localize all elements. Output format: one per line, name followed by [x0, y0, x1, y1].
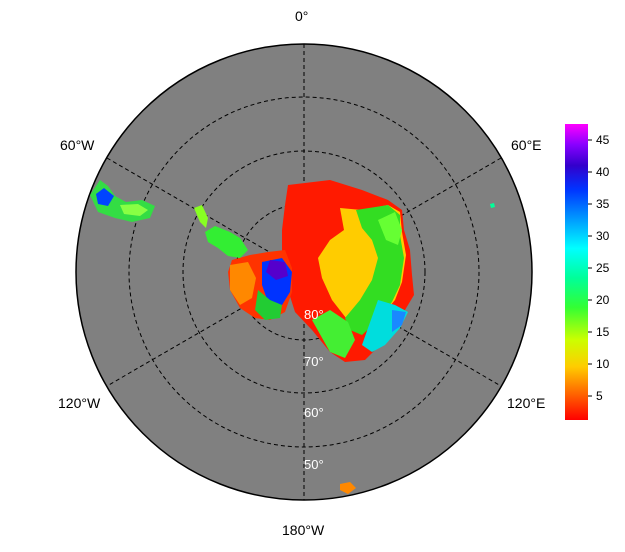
peninsula-tip: [194, 205, 208, 228]
colorbar-tick-label: 5: [596, 389, 603, 403]
colorbar-tick-label: 15: [596, 325, 610, 339]
east-antarctica-blue-region: [392, 310, 406, 332]
colorbar-tick-label: 25: [596, 261, 610, 275]
colorbar: 5 10 15 20 25 30 35 40 45: [565, 124, 610, 420]
island-south: [340, 482, 356, 494]
west-antarctica-orange: [230, 262, 256, 305]
south-america-green: [120, 204, 148, 216]
antarctic-peninsula: [205, 226, 248, 258]
island-east: [490, 203, 495, 208]
west-antarctica-violet: [266, 260, 288, 280]
colorbar-tick-label: 30: [596, 229, 610, 243]
east-antarctica-green-coast-2: [378, 212, 402, 245]
south-america-blue: [96, 188, 114, 206]
lon-label-60e: 60°E: [511, 137, 542, 153]
latitude-labels: 80° 70° 60° 50°: [304, 307, 324, 472]
east-antarctica-green-coast: [312, 310, 355, 358]
colorbar-tick-label: 35: [596, 197, 610, 211]
west-antarctica-green: [255, 290, 282, 320]
lat-label-50: 50°: [304, 457, 324, 472]
lon-label-60w: 60°W: [60, 137, 95, 153]
colorbar-tick-label: 45: [596, 133, 610, 147]
colorbar-tick-label: 20: [596, 293, 610, 307]
colorbar-tick-label: 40: [596, 165, 610, 179]
colorbar-tick-label: 10: [596, 357, 610, 371]
lon-label-120e: 120°E: [507, 395, 546, 411]
lon-label-180w: 180°W: [282, 522, 325, 538]
lon-label-0: 0°: [295, 8, 309, 24]
lat-label-60: 60°: [304, 405, 324, 420]
lat-label-70: 70°: [304, 354, 324, 369]
colorbar-scale: [565, 124, 588, 420]
lon-label-120w: 120°W: [58, 395, 101, 411]
colorbar-ticks: 5 10 15 20 25 30 35 40 45: [588, 133, 610, 403]
antarctica-data: [90, 180, 495, 494]
lat-label-80: 80°: [304, 307, 324, 322]
